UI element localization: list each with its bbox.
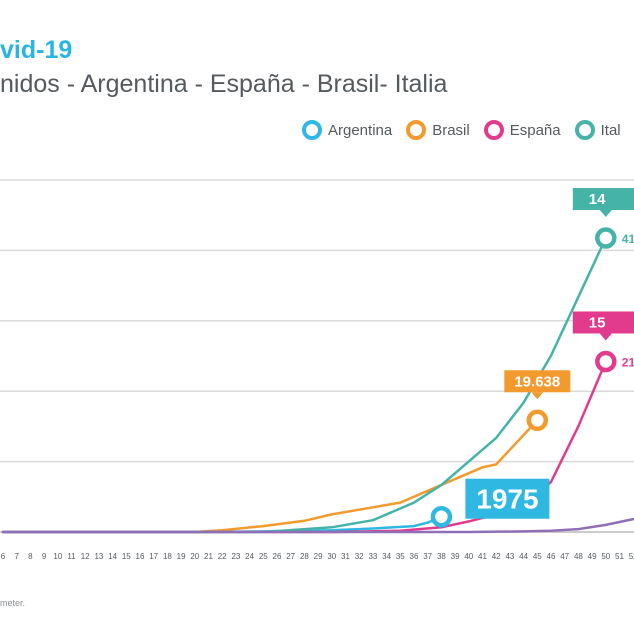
series-line-brasil bbox=[1, 419, 539, 534]
x-tick-label: 14 bbox=[108, 552, 117, 561]
callout-box bbox=[465, 478, 550, 519]
callout-value: 15 bbox=[589, 314, 606, 331]
callout-value: 14 bbox=[589, 191, 606, 208]
x-tick-label: 10 bbox=[53, 552, 62, 561]
x-tick-label: 46 bbox=[547, 552, 556, 561]
x-tick-label: 8 bbox=[28, 552, 33, 561]
data-point-marker bbox=[595, 227, 617, 249]
legend-item-italia[interactable]: Ital bbox=[574, 120, 621, 140]
x-tick-label: 7 bbox=[14, 552, 19, 561]
callout-pointer bbox=[599, 333, 612, 341]
data-point-marker bbox=[526, 409, 549, 432]
legend-label: Ital bbox=[600, 121, 621, 139]
x-tick-label: 21 bbox=[204, 552, 213, 561]
callout-box bbox=[572, 188, 634, 210]
x-tick-label: 33 bbox=[368, 552, 377, 561]
x-tick-label: 30 bbox=[327, 552, 336, 561]
x-tick-label: 25 bbox=[259, 552, 268, 561]
callout-pointer bbox=[599, 210, 612, 217]
x-tick-label: 35 bbox=[396, 552, 405, 561]
legend-ring-icon bbox=[574, 120, 595, 140]
x-tick-label: 17 bbox=[149, 552, 158, 561]
x-tick-label: 12 bbox=[81, 552, 90, 561]
data-point-marker bbox=[595, 350, 617, 373]
x-tick-label: 18 bbox=[163, 552, 172, 561]
x-tick-label: 40 bbox=[464, 552, 473, 561]
x-tick-label: 44 bbox=[519, 552, 528, 561]
x-tick-label: 22 bbox=[218, 552, 227, 561]
chart-subtitle: nidos - Argentina - España - Brasil- Ita… bbox=[0, 70, 448, 98]
legend-ring-icon bbox=[302, 120, 322, 140]
x-tick-label: 34 bbox=[382, 552, 391, 561]
x-tick-label: 48 bbox=[574, 552, 583, 561]
x-tick-label: 28 bbox=[300, 552, 309, 561]
legend-ring-icon bbox=[406, 120, 427, 140]
legend-label: Brasil bbox=[432, 121, 470, 139]
series-line-other bbox=[1, 517, 634, 534]
x-tick-label: 15 bbox=[122, 552, 131, 561]
x-tick-label: 24 bbox=[245, 552, 254, 561]
legend-ring-icon bbox=[483, 120, 504, 140]
chart-legend: Argentina Brasil España Ital bbox=[302, 117, 634, 143]
x-tick-label: 43 bbox=[505, 552, 514, 561]
legend-label: Argentina bbox=[328, 121, 393, 139]
x-tick-label: 26 bbox=[273, 552, 282, 561]
x-tick-label: 27 bbox=[286, 552, 295, 561]
x-tick-label: 9 bbox=[42, 552, 47, 561]
x-tick-label: 36 bbox=[410, 552, 419, 561]
x-tick-label: 39 bbox=[451, 552, 460, 561]
x-tick-label: 41 bbox=[478, 552, 487, 561]
callout-value: 19.638 bbox=[514, 373, 560, 390]
x-tick-label: 16 bbox=[136, 552, 145, 561]
x-tick-label: 45 bbox=[533, 552, 542, 561]
legend-item-espana[interactable]: España bbox=[483, 120, 561, 140]
x-tick-label: 37 bbox=[423, 552, 432, 561]
x-tick-label: 42 bbox=[492, 552, 501, 561]
chart-title: vid-19 bbox=[0, 36, 73, 64]
x-tick-label: 23 bbox=[231, 552, 240, 561]
x-tick-label: 31 bbox=[341, 552, 350, 561]
callout-box bbox=[504, 370, 571, 393]
x-tick-label: 20 bbox=[190, 552, 199, 561]
x-tick-label: 38 bbox=[437, 552, 446, 561]
callout-pointer bbox=[531, 392, 544, 400]
x-tick-label: 29 bbox=[314, 552, 323, 561]
x-tick-label: 6 bbox=[1, 552, 6, 561]
callout-side-value: 21. bbox=[622, 355, 634, 369]
legend-item-brasil[interactable]: Brasil bbox=[406, 120, 470, 140]
legend-item-argentina[interactable]: Argentina bbox=[302, 120, 392, 140]
x-tick-label: 13 bbox=[94, 552, 103, 561]
x-tick-label: 52 bbox=[629, 552, 634, 561]
data-point-marker bbox=[430, 505, 453, 528]
legend-label: España bbox=[509, 121, 561, 139]
x-tick-label: 51 bbox=[615, 552, 624, 561]
source-note: meter. bbox=[0, 598, 26, 608]
x-tick-label: 11 bbox=[67, 552, 76, 561]
x-tick-label: 49 bbox=[588, 552, 597, 561]
callout-side-value: 41 bbox=[622, 232, 634, 246]
callout-box bbox=[572, 311, 634, 334]
x-tick-label: 50 bbox=[601, 552, 610, 561]
x-tick-label: 47 bbox=[560, 552, 569, 561]
x-tick-label: 32 bbox=[355, 552, 364, 561]
callout-value: 1975 bbox=[476, 484, 538, 515]
x-tick-label: 19 bbox=[177, 552, 186, 561]
